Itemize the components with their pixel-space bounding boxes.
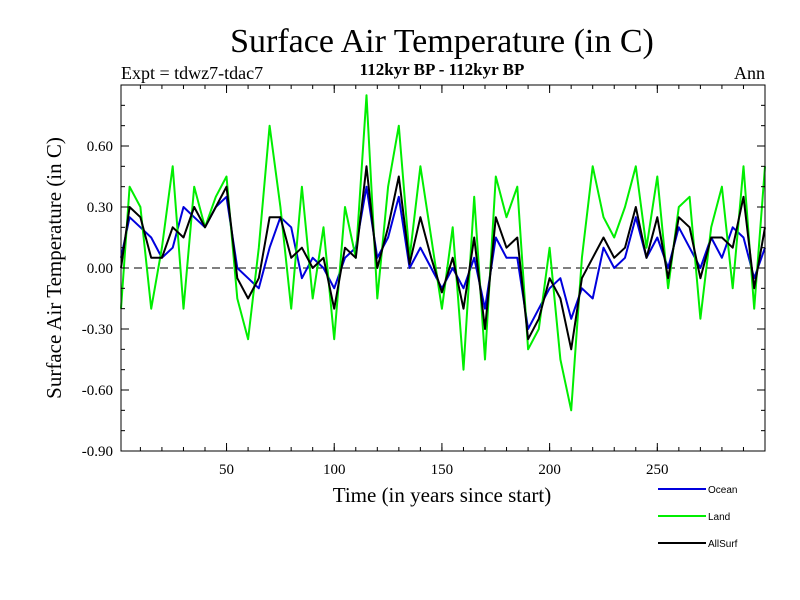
- legend: Ocean Land AllSurf: [658, 485, 738, 550]
- legend-label-ocean: Ocean: [708, 485, 737, 496]
- experiment-label: Expt = tdwz7-tdac7: [121, 63, 263, 83]
- y-tick-label: 0.00: [87, 261, 113, 277]
- x-tick-label: 50: [219, 462, 234, 478]
- y-tick-label: -0.90: [82, 444, 113, 460]
- x-tick-label: 100: [323, 462, 346, 478]
- series-line-allsurf: [120, 165, 766, 351]
- period-label: Ann: [734, 63, 765, 83]
- y-tick-label: -0.60: [82, 383, 113, 399]
- x-tick-label: 250: [646, 462, 669, 478]
- series-line-land: [120, 94, 766, 412]
- x-axis-label: Time (in years since start): [333, 483, 552, 507]
- chart-subtitle: 112kyr BP - 112kyr BP: [360, 60, 525, 79]
- x-tick-label: 150: [431, 462, 454, 478]
- chart-title: Surface Air Temperature (in C): [230, 23, 654, 60]
- x-tick-label: 200: [538, 462, 561, 478]
- series-line-ocean: [120, 185, 766, 330]
- legend-label-allsurf: AllSurf: [708, 539, 738, 550]
- y-tick-label: -0.30: [82, 322, 113, 338]
- legend-label-land: Land: [708, 512, 730, 523]
- y-tick-label: 0.30: [87, 200, 113, 216]
- y-tick-label: 0.60: [87, 139, 113, 155]
- plot-area: -0.90 -0.60 -0.30 0.00 0.30 0.60 50 100 150 200 25…: [82, 84, 766, 478]
- y-axis-label: Surface Air Temperature (in C): [42, 137, 66, 399]
